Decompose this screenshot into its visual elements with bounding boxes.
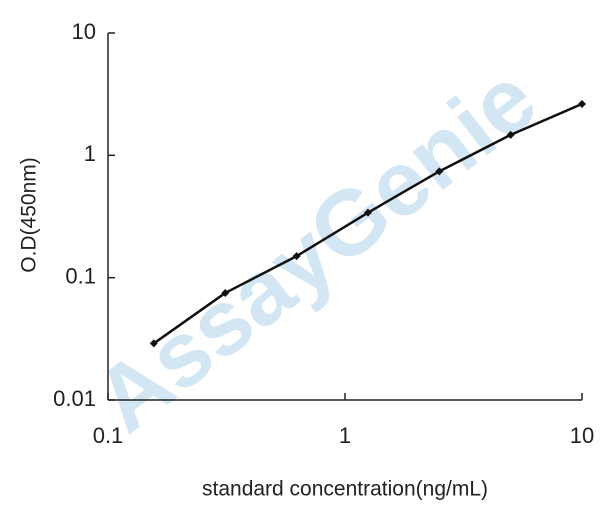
x-tick-label: 10 xyxy=(570,423,594,448)
x-axis-title: standard concentration(ng/mL) xyxy=(202,478,488,501)
data-point xyxy=(506,130,515,139)
data-point xyxy=(578,99,586,108)
data-point xyxy=(363,208,372,217)
y-axis-title: O.D(450nm) xyxy=(18,157,41,273)
watermark: AssayGenie xyxy=(77,47,555,452)
data-point xyxy=(149,339,158,348)
x-tick-label: 0.1 xyxy=(93,423,124,448)
data-point xyxy=(221,288,230,297)
y-tick-label: 1 xyxy=(84,141,96,166)
x-tick-label: 1 xyxy=(339,423,351,448)
y-tick-label: 0.01 xyxy=(53,386,96,411)
data-point xyxy=(435,167,444,176)
y-tick-label: 10 xyxy=(72,19,96,44)
data-point xyxy=(292,252,301,261)
y-tick-label: 0.1 xyxy=(65,263,96,288)
